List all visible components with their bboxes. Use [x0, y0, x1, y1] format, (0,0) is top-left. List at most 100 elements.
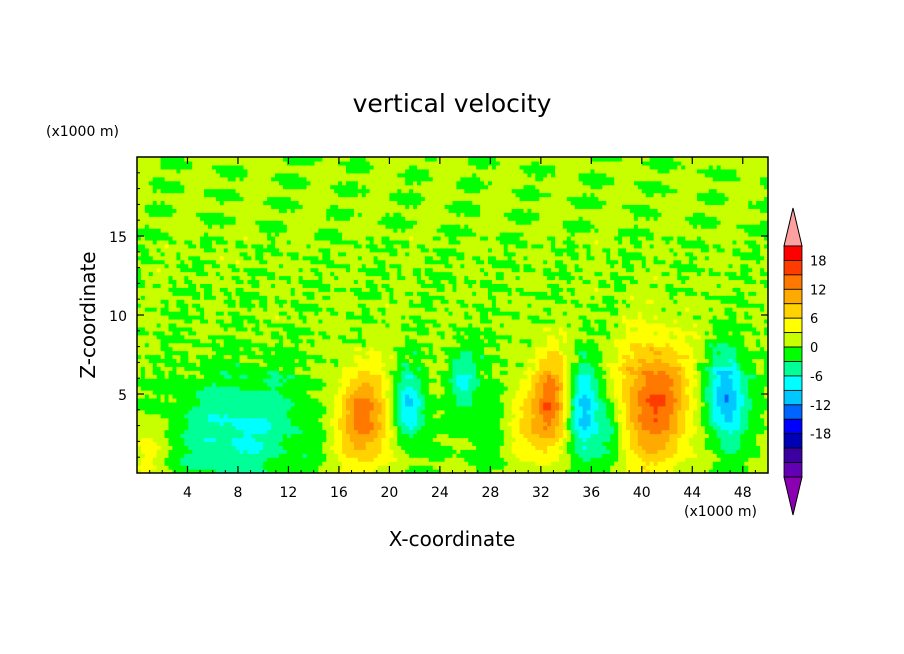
field-cell: [211, 322, 217, 328]
field-cell: [204, 204, 209, 209]
field-cell: [326, 366, 331, 371]
field-cell: [334, 322, 339, 328]
field-cell: [373, 417, 379, 423]
field-cell: [369, 303, 375, 308]
field-cell: [164, 326, 170, 332]
field-cell: [176, 413, 181, 419]
field-cell: [223, 421, 229, 427]
field-cell: [298, 224, 304, 229]
field-cell: [318, 263, 323, 269]
field-cell: [172, 370, 178, 375]
field-cell: [353, 275, 359, 281]
field-cell: [144, 417, 150, 423]
field-cell: [286, 433, 292, 439]
field-cell: [373, 176, 379, 182]
field-cell: [294, 409, 300, 415]
field-cell: [219, 172, 225, 178]
field-cell: [286, 188, 292, 194]
field-cell: [215, 157, 221, 162]
field-cell: [172, 224, 178, 229]
field-cell: [326, 346, 331, 352]
field-cell: [156, 358, 162, 363]
field-cell: [263, 212, 268, 217]
field-cell: [314, 326, 320, 332]
field-cell: [176, 263, 181, 269]
field-cell: [373, 334, 379, 340]
field-cell: [164, 184, 170, 190]
field-cell: [381, 441, 387, 446]
field-cell: [219, 405, 225, 411]
field-cell: [255, 405, 260, 411]
field-cell: [365, 283, 371, 288]
field-cell: [200, 204, 205, 209]
field-cell: [361, 350, 367, 356]
field-cell: [365, 405, 371, 411]
field-cell: [353, 386, 359, 391]
field-cell: [290, 405, 296, 411]
field-cell: [251, 453, 256, 458]
field-cell: [211, 279, 217, 284]
field-cell: [381, 453, 387, 458]
field-cell: [349, 192, 355, 198]
field-cell: [251, 315, 256, 320]
field-cell: [251, 374, 256, 379]
field-cell: [207, 390, 213, 395]
field-cell: [172, 366, 178, 371]
field-cell: [275, 196, 280, 202]
field-cell: [200, 401, 205, 407]
field-cell: [373, 453, 379, 458]
field-cell: [176, 228, 181, 233]
field-cell: [172, 311, 178, 316]
field-cell: [188, 236, 193, 241]
field-cell: [294, 465, 300, 470]
field-cell: [318, 160, 323, 166]
field-cell: [144, 271, 150, 277]
field-cell: [298, 236, 304, 241]
field-cell: [137, 409, 142, 415]
field-cell: [247, 409, 252, 415]
field-cell: [373, 362, 379, 367]
field-cell: [381, 457, 387, 462]
field-cell: [211, 275, 217, 281]
field-cell: [215, 291, 221, 296]
field-cell: [338, 243, 343, 249]
field-cell: [164, 374, 170, 379]
field-cell: [223, 303, 229, 308]
field-cell: [271, 461, 276, 466]
field-cell: [247, 275, 252, 281]
field-cell: [180, 338, 185, 344]
field-cell: [239, 247, 245, 253]
field-cell: [286, 413, 292, 419]
field-cell: [322, 370, 327, 375]
field-cell: [342, 330, 347, 336]
field-cell: [353, 255, 359, 261]
field-cell: [349, 208, 355, 213]
field-cell: [322, 469, 327, 473]
field-cell: [164, 457, 170, 462]
field-cell: [310, 350, 316, 356]
field-cell: [373, 354, 379, 360]
field-cell: [357, 390, 363, 395]
field-cell: [310, 239, 316, 245]
field-cell: [365, 354, 371, 360]
field-cell: [271, 350, 276, 356]
field-cell: [298, 318, 304, 324]
field-cell: [353, 405, 359, 411]
field-cell: [263, 295, 268, 300]
field-cell: [318, 433, 323, 439]
field-cell: [357, 366, 363, 371]
field-cell: [357, 346, 363, 352]
field-cell: [184, 291, 189, 296]
field-cell: [278, 445, 284, 450]
field-cell: [148, 283, 154, 288]
field-cell: [334, 370, 339, 375]
field-cell: [255, 394, 260, 399]
field-cell: [338, 164, 343, 170]
field-cell: [302, 378, 308, 383]
field-cell: [172, 157, 178, 162]
field-cell: [259, 401, 264, 407]
field-cell: [235, 275, 241, 281]
field-cell: [365, 228, 371, 233]
field-cell: [286, 267, 292, 273]
field-cell: [278, 255, 284, 261]
